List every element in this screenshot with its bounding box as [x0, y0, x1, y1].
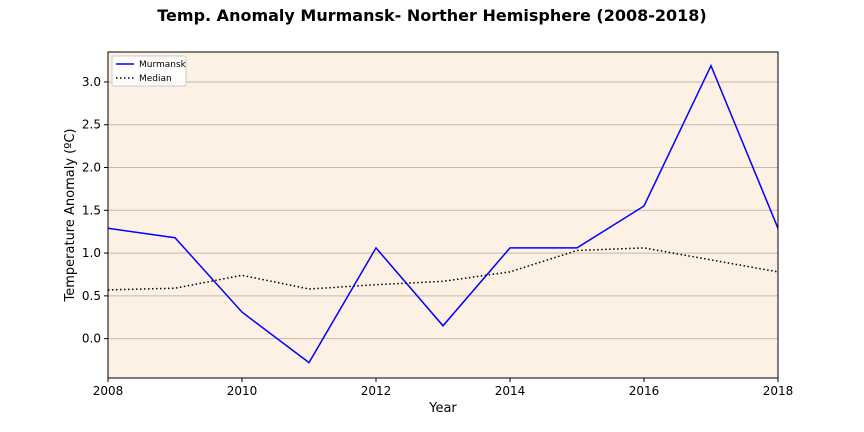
x-tick-label: 2014	[495, 384, 526, 398]
y-axis-label: Temperature Anomaly (ºC)	[63, 129, 78, 303]
y-tick-label: 0.0	[82, 332, 101, 346]
series-layer	[107, 63, 779, 364]
legend: Murmansk Median	[111, 55, 187, 87]
x-axis-label: Year	[428, 401, 457, 416]
y-axis: 0.0 0.5 1.0 1.5 2.0 2.5 3.0	[82, 75, 108, 346]
x-tick-label: 2010	[227, 384, 258, 398]
y-tick-label: 1.5	[82, 203, 101, 217]
x-tick-label: 2012	[361, 384, 392, 398]
x-tick-label: 2016	[629, 384, 660, 398]
y-tick-label: 2.0	[82, 161, 101, 175]
chart-title: Temp. Anomaly Murmansk- Norther Hemisphe…	[157, 6, 706, 25]
y-tick-label: 3.0	[82, 75, 101, 89]
x-tick-label: 2008	[93, 384, 124, 398]
y-tick-label: 0.5	[82, 289, 101, 303]
plot-frame	[107, 51, 779, 379]
series-line-murmansk	[107, 63, 779, 364]
x-tick-label: 2018	[763, 384, 794, 398]
x-axis: 2008 2010 2012 2014 2016 2018	[93, 378, 794, 398]
plot-area	[108, 52, 778, 378]
legend-label: Murmansk	[139, 60, 187, 70]
series-line-median	[107, 247, 779, 291]
gridlines	[108, 81, 778, 340]
y-tick-label: 1.0	[82, 246, 101, 260]
legend-label: Median	[139, 74, 172, 84]
y-tick-label: 2.5	[82, 118, 101, 132]
